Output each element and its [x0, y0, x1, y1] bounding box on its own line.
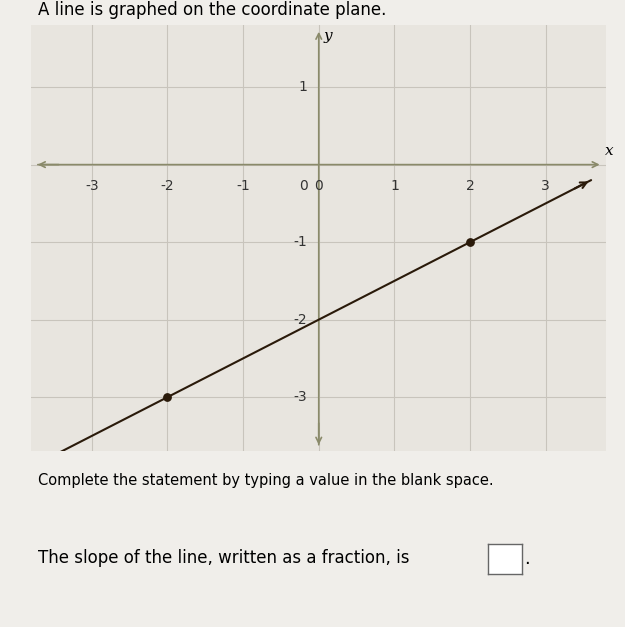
Text: -3: -3	[294, 390, 308, 404]
Text: The slope of the line, written as a fraction, is: The slope of the line, written as a frac…	[38, 549, 409, 567]
Text: A line is graphed on the coordinate plane.: A line is graphed on the coordinate plan…	[38, 1, 386, 19]
Text: -3: -3	[85, 179, 99, 192]
Point	[162, 392, 172, 402]
Text: 3: 3	[541, 179, 550, 192]
Text: -1: -1	[236, 179, 250, 192]
Text: .: .	[524, 550, 529, 567]
Text: 1: 1	[299, 80, 308, 94]
Text: 1: 1	[390, 179, 399, 192]
Text: 2: 2	[466, 179, 474, 192]
Text: 0: 0	[299, 179, 308, 192]
Text: -2: -2	[294, 313, 308, 327]
Text: -2: -2	[161, 179, 174, 192]
Text: 0: 0	[314, 179, 323, 192]
Text: -1: -1	[294, 235, 308, 249]
Point	[465, 237, 475, 247]
Text: Complete the statement by typing a value in the blank space.: Complete the statement by typing a value…	[38, 473, 493, 488]
Text: x: x	[605, 144, 613, 157]
Text: y: y	[324, 29, 332, 43]
